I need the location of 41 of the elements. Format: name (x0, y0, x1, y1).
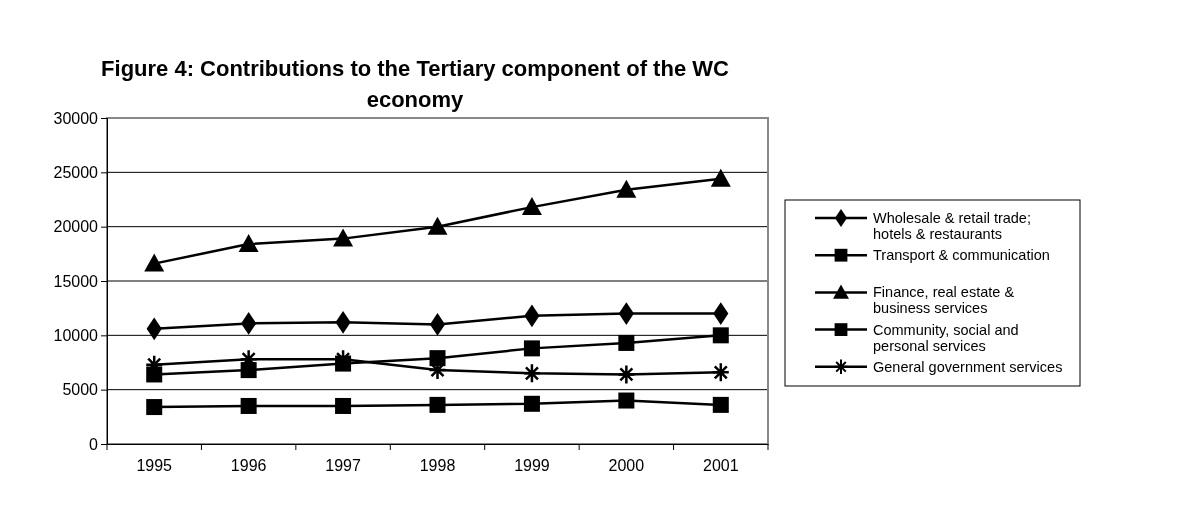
y-tick-label: 25000 (53, 163, 99, 181)
x-tick-label: 1999 (514, 457, 550, 475)
chart-title: Figure 4: Contributions to the Tertiary component of the WC economy (101, 56, 730, 112)
x-tick-label: 1996 (230, 457, 267, 475)
point (333, 228, 354, 247)
legend-label: Finance, real estate & business services (873, 284, 1015, 317)
point (429, 396, 446, 413)
x-tick-label: 1998 (419, 457, 456, 475)
point (240, 397, 257, 414)
x-tick-label: 1997 (325, 457, 361, 475)
point (144, 253, 165, 272)
legend-label: General government services (873, 358, 1063, 375)
point (521, 197, 542, 216)
y-tick-label: 0 (89, 435, 99, 453)
point (429, 313, 446, 336)
legend-label: Community, social and personal services (873, 321, 1019, 354)
y-tick-label: 20000 (53, 218, 99, 236)
x-tick-label: 2001 (702, 457, 739, 475)
point (335, 397, 352, 414)
y-tick-label: 5000 (62, 381, 99, 399)
point (522, 363, 542, 384)
point (146, 399, 163, 416)
y-tick-label: 10000 (53, 326, 99, 344)
point (617, 364, 636, 385)
point (618, 334, 635, 351)
y-tick-label: 15000 (53, 272, 99, 290)
point (712, 327, 729, 344)
point (710, 168, 731, 187)
x-tick-label: 2000 (608, 457, 645, 475)
point (523, 340, 540, 357)
legend-label: Transport & communication (873, 247, 1050, 264)
point (618, 392, 635, 409)
point (427, 216, 448, 235)
point (616, 179, 637, 198)
legend-label: Wholesale & retail trade; hotels & restaurants (873, 210, 1031, 242)
y-tick-label: 30000 (53, 109, 99, 127)
point (523, 395, 540, 412)
point (238, 234, 259, 253)
point (711, 362, 731, 383)
point (712, 396, 729, 413)
x-tick-label: 1995 (136, 457, 173, 475)
